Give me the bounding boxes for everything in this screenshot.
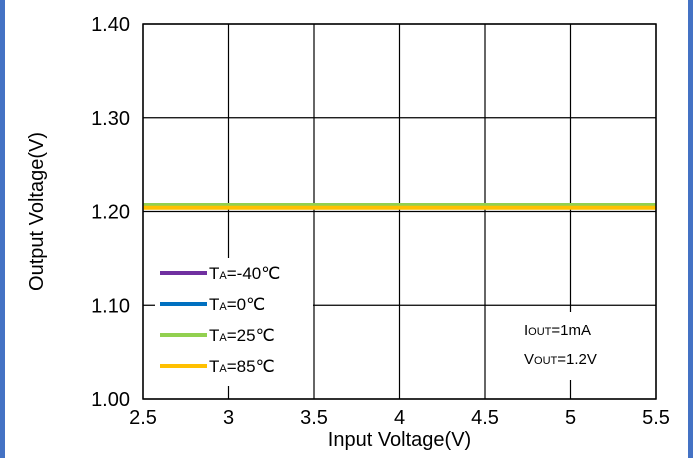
x-tick-label-5: 5 xyxy=(565,407,576,429)
y-tick-label-3: 1.30 xyxy=(91,108,130,130)
y-axis-title: Output Voltage(V) xyxy=(26,132,48,291)
y-tick-label-2: 1.20 xyxy=(91,202,130,224)
x-tick-labels: 2.5 3 3.5 4 4.5 5 5.5 xyxy=(129,407,670,429)
y-tick-label-1: 1.10 xyxy=(91,295,130,317)
legend-label-2: TA=25℃ xyxy=(209,326,275,345)
conditions-note: IOUT=1mA VOUT=1.2V xyxy=(495,312,650,380)
line-chart: 2.5 3 3.5 4 4.5 5 5.5 1.00 1.10 1.20 1.30 1.40 Inp… xyxy=(26,14,670,451)
y-tick-label-4: 1.40 xyxy=(91,14,130,36)
y-tick-label-0: 1.00 xyxy=(91,389,130,411)
plot-area-border xyxy=(142,23,657,400)
legend-label-3: TA=85℃ xyxy=(209,357,275,376)
x-tick-label-3: 4 xyxy=(394,407,405,429)
x-axis-title: Input Voltage(V) xyxy=(328,429,471,451)
x-tick-label-2: 3.5 xyxy=(300,407,328,429)
legend-label-0: TA=-40℃ xyxy=(209,264,280,283)
note-line-1: VOUT=1.2V xyxy=(524,351,597,368)
note-background xyxy=(495,312,650,380)
x-tick-label-6: 5.5 xyxy=(642,407,670,429)
x-tick-label-1: 3 xyxy=(223,407,234,429)
series-lines xyxy=(143,202,656,210)
note-line-0: IOUT=1mA xyxy=(524,322,591,339)
y-tick-labels: 1.00 1.10 1.20 1.30 1.40 xyxy=(91,14,130,411)
x-tick-label-4: 4.5 xyxy=(471,407,499,429)
x-tick-label-0: 2.5 xyxy=(129,407,157,429)
legend-label-1: TA=0℃ xyxy=(209,295,265,314)
legend: TA=-40℃ TA=0℃ TA=25℃ TA=85℃ xyxy=(155,258,313,386)
